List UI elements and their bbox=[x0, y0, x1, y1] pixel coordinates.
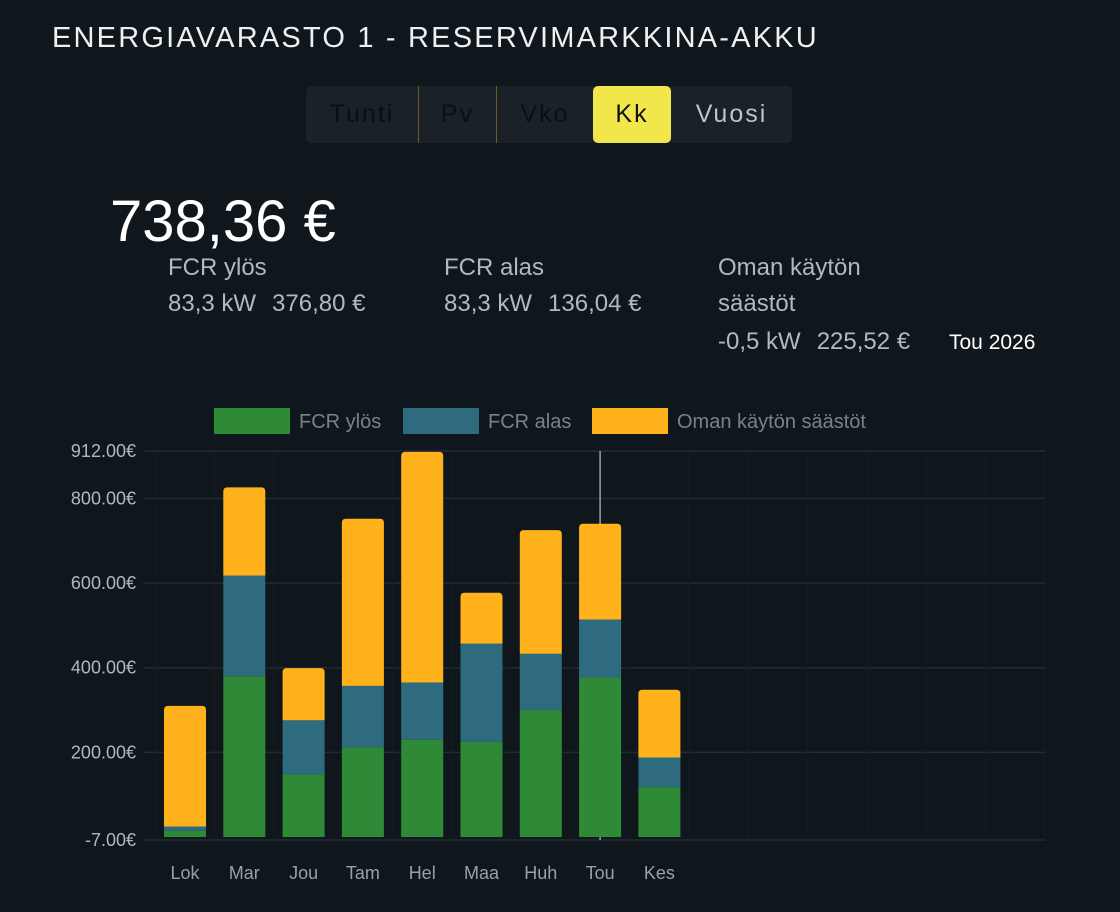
bar-segment bbox=[519, 710, 562, 838]
tab-hour[interactable]: Tunti bbox=[306, 86, 419, 143]
bar-segment bbox=[401, 451, 444, 683]
bar-segment bbox=[282, 668, 325, 721]
fcr-down-stat: FCR alas 83,3 kW 136,04 € bbox=[444, 250, 641, 322]
tab-week[interactable]: Vko bbox=[520, 100, 570, 128]
y-tick-label: 600.00€ bbox=[71, 573, 136, 593]
x-tick-label: Lok bbox=[170, 863, 200, 883]
bar-segment bbox=[164, 826, 206, 831]
savings-value: 225,52 € bbox=[816, 328, 911, 355]
x-tick-label: Mar bbox=[229, 863, 260, 883]
legend-swatch bbox=[403, 408, 479, 434]
bar-segment bbox=[519, 530, 562, 654]
x-tick-label: Jou bbox=[289, 863, 318, 883]
y-tick-label: 200.00€ bbox=[71, 742, 136, 762]
bar-segment bbox=[282, 720, 325, 775]
x-tick-label: Huh bbox=[524, 863, 557, 883]
savings-power: -0,5 kW bbox=[718, 328, 801, 355]
bar-segment bbox=[638, 787, 681, 838]
bar-segment bbox=[579, 619, 622, 678]
bar-segment bbox=[460, 741, 503, 838]
bar-segment bbox=[519, 653, 562, 711]
y-tick-label: 400.00€ bbox=[71, 658, 136, 678]
legend-swatch bbox=[214, 408, 290, 434]
bar-segment bbox=[164, 830, 206, 838]
savings-label-line1: Oman käytön bbox=[718, 254, 861, 281]
y-tick-label: -7.00€ bbox=[85, 830, 136, 850]
bar-segment bbox=[282, 774, 325, 838]
legend-swatch bbox=[592, 408, 668, 434]
fcr-up-value: 376,80 € bbox=[272, 290, 366, 317]
bar-segment bbox=[223, 487, 266, 576]
x-tick-label: Hel bbox=[409, 863, 436, 883]
period-tabs: Tunti Pv Vko Kk Vuosi bbox=[306, 86, 792, 143]
bar-segment bbox=[223, 575, 266, 677]
bar-segment bbox=[341, 747, 384, 838]
total-value: 738,36 € bbox=[110, 189, 336, 254]
legend-label: Oman käytön säästöt bbox=[677, 411, 866, 433]
y-tick-label: 800.00€ bbox=[71, 488, 136, 508]
fcr-up-label: FCR ylös bbox=[168, 254, 267, 281]
x-tick-label: Kes bbox=[644, 863, 675, 883]
fcr-up-stat: FCR ylös 83,3 kW 376,80 € bbox=[168, 250, 365, 322]
x-tick-label: Maa bbox=[464, 863, 500, 883]
legend-label: FCR ylös bbox=[299, 411, 381, 433]
bar-segment bbox=[401, 682, 444, 740]
bar-segment bbox=[460, 592, 503, 644]
fcr-down-power: 83,3 kW bbox=[444, 290, 533, 317]
period-label: Tou 2026 bbox=[949, 331, 1036, 354]
tab-year[interactable]: Vuosi bbox=[695, 100, 768, 128]
savings-stat: Oman käytön säästöt -0,5 kW 225,52 € bbox=[718, 250, 910, 360]
bar-segment bbox=[638, 689, 681, 758]
page-title: ENERGIAVARASTO 1 - RESERVIMARKKINA-AKKU bbox=[52, 22, 819, 54]
bar-segment bbox=[223, 676, 266, 838]
legend-label: FCR alas bbox=[488, 411, 571, 433]
bar-segment bbox=[579, 523, 622, 620]
fcr-down-label: FCR alas bbox=[444, 254, 545, 281]
tab-month[interactable]: Kk bbox=[593, 86, 671, 143]
bar-segment bbox=[579, 677, 622, 838]
x-tick-label: Tam bbox=[346, 863, 380, 883]
tab-day[interactable]: Pv bbox=[419, 86, 497, 143]
bar-segment bbox=[638, 757, 681, 788]
y-tick-label: 912.00€ bbox=[71, 441, 136, 461]
x-tick-label: Tou bbox=[586, 863, 615, 883]
bar-segment bbox=[341, 685, 384, 748]
bar-segment bbox=[460, 643, 503, 742]
bar-segment bbox=[401, 739, 444, 838]
fcr-down-value: 136,04 € bbox=[548, 290, 642, 317]
bar-segment bbox=[164, 705, 206, 827]
fcr-up-power: 83,3 kW bbox=[168, 290, 257, 317]
bar-segment bbox=[341, 518, 384, 686]
savings-label-line2: säästöt bbox=[718, 290, 796, 317]
